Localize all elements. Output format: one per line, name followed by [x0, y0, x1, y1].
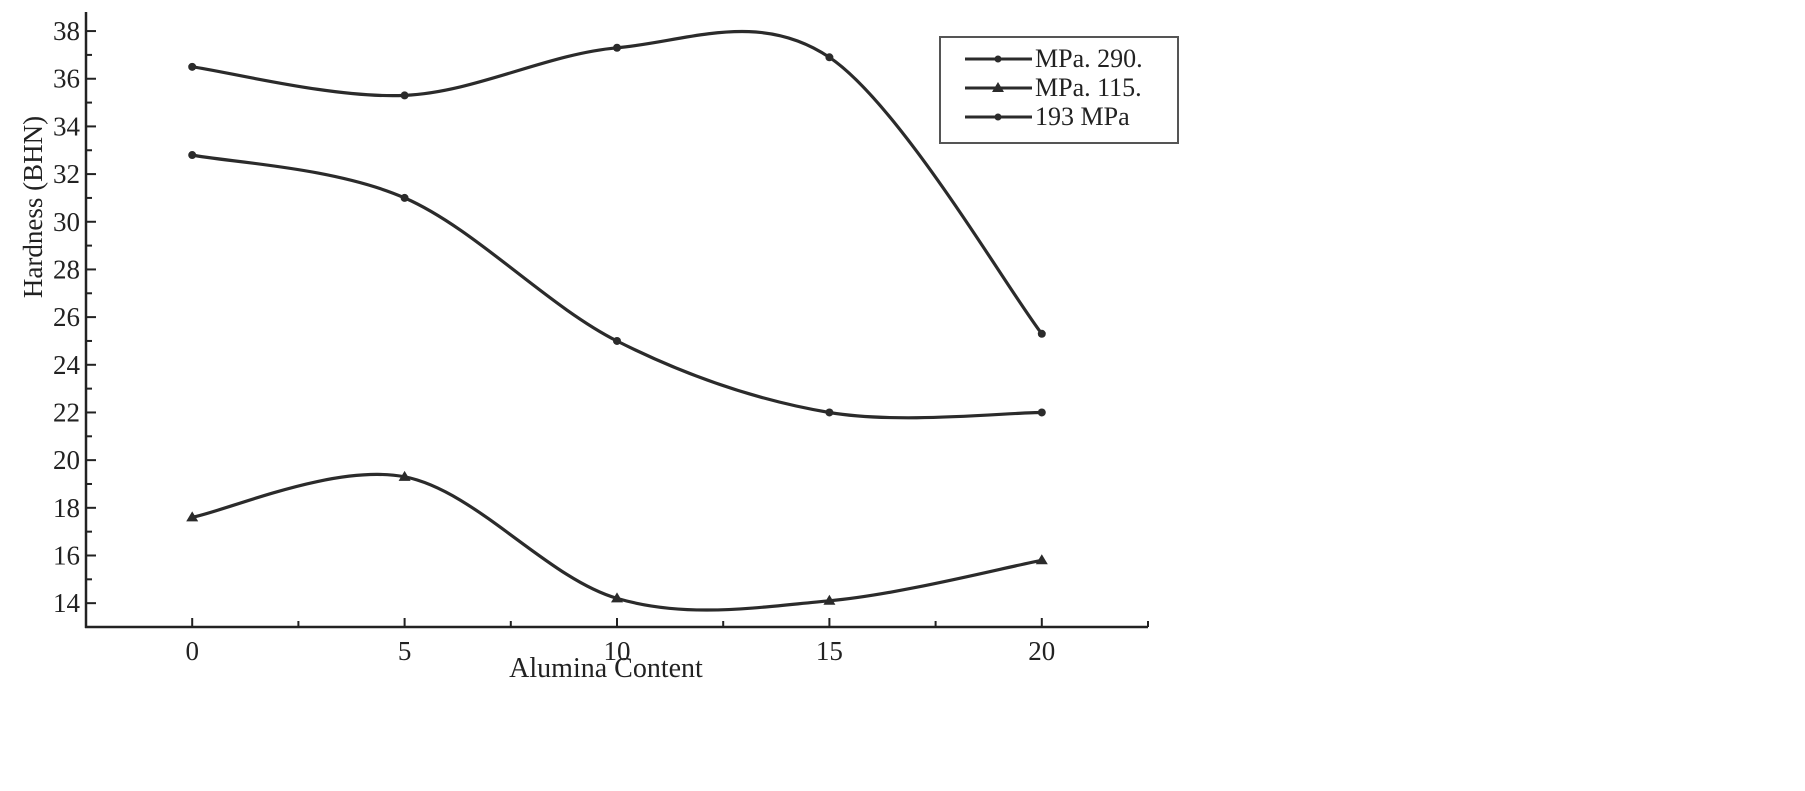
data-point — [611, 592, 623, 603]
data-point — [188, 151, 197, 160]
series-layer — [186, 29, 1048, 612]
data-point — [825, 408, 834, 417]
y-tick-label: 24 — [53, 350, 81, 380]
y-tick-label: 30 — [53, 207, 80, 237]
data-point — [613, 336, 621, 345]
x-axis-label: Alumina Content — [509, 653, 703, 684]
legend-label-2: MPa. 115. — [1035, 73, 1142, 102]
y-tick-label: 20 — [53, 445, 80, 475]
data-point — [400, 193, 409, 202]
data-point — [186, 511, 199, 522]
series-line — [191, 472, 1043, 612]
series-1 — [188, 29, 1046, 338]
legend: MPa. 290. MPa. 115. 193 MPa — [939, 36, 1179, 144]
data-point — [823, 594, 836, 605]
y-tick-label: 26 — [53, 302, 80, 332]
x-tick-label: 15 — [816, 636, 843, 666]
y-tick-label: 36 — [53, 64, 80, 94]
legend-box — [939, 36, 1179, 144]
data-point — [613, 43, 621, 52]
legend-marker-1 — [994, 55, 1002, 63]
data-point — [400, 91, 409, 100]
y-tick-label: 14 — [53, 588, 81, 618]
series-line — [191, 153, 1042, 420]
y-tick-label: 22 — [53, 397, 80, 427]
data-point — [825, 53, 834, 62]
data-point — [1035, 554, 1048, 565]
series-2 — [186, 470, 1048, 612]
legend-entry-2: MPa. 115. — [965, 73, 1142, 102]
y-tick-label: 28 — [53, 254, 80, 284]
y-tick-label: 32 — [53, 159, 80, 189]
series-3 — [188, 151, 1046, 420]
x-tick-label: 0 — [185, 636, 199, 666]
legend-label-3: 193 MPa — [1035, 102, 1130, 131]
y-tick-label: 38 — [53, 16, 80, 46]
legend-entry-1: MPa. 290. — [965, 44, 1143, 73]
x-axis-ticks: 0 5 10 15 20 — [85, 618, 1149, 666]
legend-entry-3: 193 MPa — [965, 102, 1130, 131]
x-tick-label: 5 — [398, 636, 412, 666]
legend-marker-2 — [992, 82, 1004, 92]
legend-marker-3 — [994, 113, 1002, 121]
series-line — [191, 29, 1044, 335]
x-tick-label: 20 — [1028, 636, 1055, 666]
legend-label-1: MPa. 290. — [1035, 44, 1143, 73]
data-point — [1037, 408, 1046, 417]
x-tick-label: 10 — [604, 636, 631, 666]
y-tick-label: 18 — [53, 493, 80, 523]
y-tick-label: 16 — [53, 540, 80, 570]
y-axis-label: Hardness (BHN) — [18, 116, 48, 298]
data-point — [1037, 329, 1046, 338]
y-axis-ticks: 14 16 18 20 22 24 26 28 30 32 34 36 38 — [53, 16, 96, 628]
data-point — [398, 470, 411, 481]
y-tick-label: 34 — [53, 111, 81, 141]
data-point — [188, 62, 197, 71]
